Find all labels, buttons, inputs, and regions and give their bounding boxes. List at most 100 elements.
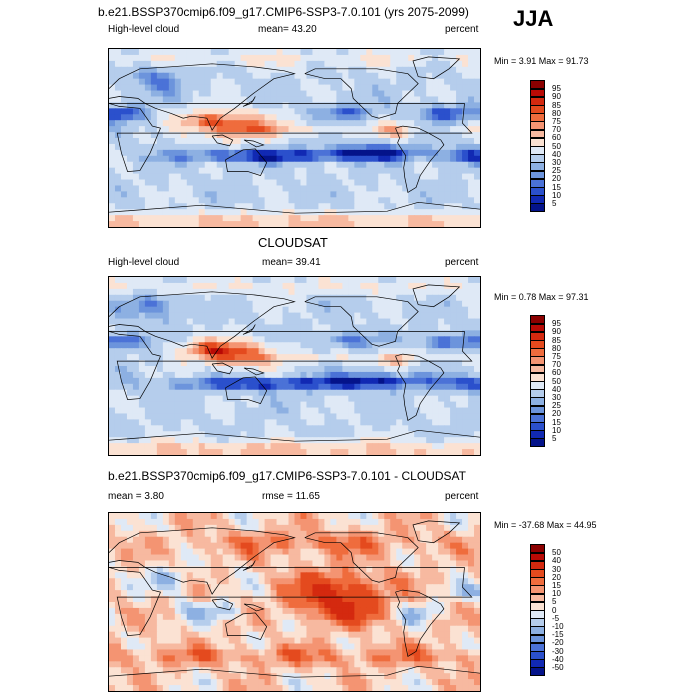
field-cell [234,72,242,80]
field-cell [174,143,182,151]
field-cell [408,114,415,121]
field-cell [426,282,433,290]
field-cell [162,300,170,308]
field-cell [168,60,176,68]
field-cell [126,524,134,532]
field-cell [144,613,152,621]
field-cell [120,431,128,438]
field-cell [438,371,445,379]
panel1-mean: mean= 43.20 [258,24,317,35]
field-cell [474,191,480,198]
field-cell [216,371,224,379]
field-cell [312,173,320,181]
field-cell [408,348,415,355]
field-cell [462,149,469,157]
field-cell [354,395,361,403]
field-cell [138,277,146,284]
field-cell [222,383,230,391]
field-cell [342,173,349,181]
field-cell [324,167,331,175]
field-cell [372,354,379,361]
field-cell [138,449,146,455]
field-cell [222,348,230,355]
field-cell [438,437,445,444]
field-cell [426,138,433,145]
field-cell [444,312,451,320]
field-cell [126,395,134,403]
field-cell [126,84,134,92]
field-cell [270,300,278,308]
field-cell [210,173,218,181]
field-cell [109,294,116,302]
field-cell [468,366,475,373]
field-cell [168,377,176,385]
field-cell [234,389,242,397]
field-cell [198,348,206,355]
field-cell [366,60,373,68]
field-cell [438,173,445,181]
field-cell [372,548,379,556]
field-cell [468,590,475,597]
field-cell [168,513,176,520]
field-cell [414,203,421,210]
field-cell [156,161,164,169]
field-cell [138,513,146,520]
field-cell [180,554,188,562]
field-cell [450,383,457,391]
field-cell [324,108,331,115]
field-cell [162,203,170,210]
field-cell [246,54,254,62]
field-cell [198,613,206,621]
field-cell [132,191,140,198]
field-cell [114,108,122,115]
field-cell [174,407,182,415]
field-cell [402,572,409,579]
field-cell [300,138,308,145]
field-cell [324,524,331,532]
field-cell [384,619,391,627]
field-cell [109,443,116,450]
coastline [304,68,419,119]
field-cell [168,300,176,308]
field-cell [228,613,236,621]
field-cell [210,590,218,597]
field-cell [120,572,128,579]
field-cell [348,114,355,121]
field-cell [474,114,480,121]
field-cell [114,407,122,415]
field-cell [246,143,254,151]
field-cell [282,449,290,455]
field-cell [150,413,158,420]
field-cell [222,132,230,139]
field-cell [198,443,206,450]
colorbar-label: 30 [552,158,561,167]
field-cell [109,371,116,379]
field-cell [180,377,188,385]
field-cell [168,330,176,337]
field-cell [384,554,391,562]
field-cell [264,596,272,603]
field-cell [144,288,152,296]
field-cell [444,185,451,192]
field-cell [378,407,385,415]
field-cell [402,336,409,343]
field-cell [126,312,134,320]
field-cell [186,318,194,326]
field-cell [150,209,158,216]
field-cell [300,554,308,562]
field-cell [276,560,284,567]
field-cell [174,78,182,86]
field-cell [234,288,242,296]
field-cell [468,431,475,438]
field-cell [294,282,302,290]
field-cell [354,185,361,192]
field-cell [150,431,158,438]
colorbar-label: 40 [552,384,561,394]
field-cell [456,143,463,151]
field-cell [228,108,236,115]
field-cell [300,360,308,367]
field-cell [240,542,248,550]
field-cell [132,90,140,98]
field-cell [168,584,176,591]
panel3-title: b.e21.BSSP370cmip6.f09_g17.CMIP6-SSP3-7.… [108,469,466,483]
